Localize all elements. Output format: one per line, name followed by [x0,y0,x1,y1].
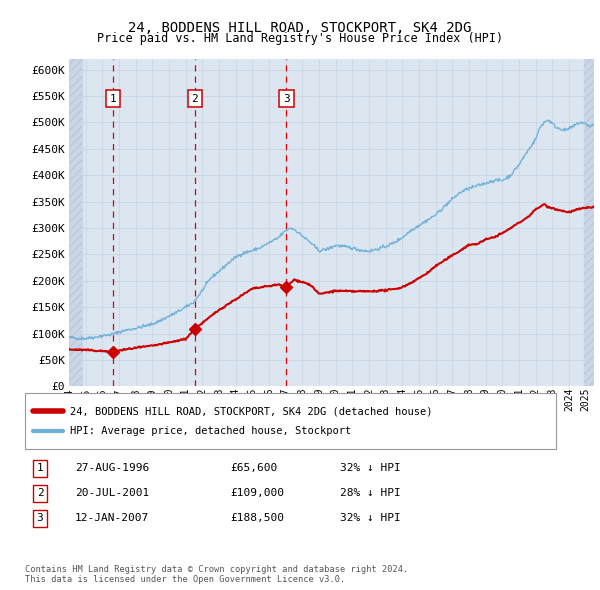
Bar [584,59,594,386]
Text: £109,000: £109,000 [230,489,284,499]
Text: Contains HM Land Registry data © Crown copyright and database right 2024.
This d: Contains HM Land Registry data © Crown c… [25,565,408,584]
Text: Price paid vs. HM Land Registry's House Price Index (HPI): Price paid vs. HM Land Registry's House … [97,32,503,45]
FancyBboxPatch shape [25,393,556,449]
Text: 2: 2 [37,489,43,499]
Text: 24, BODDENS HILL ROAD, STOCKPORT, SK4 2DG (detached house): 24, BODDENS HILL ROAD, STOCKPORT, SK4 2D… [70,407,433,417]
Text: £188,500: £188,500 [230,513,284,523]
Bar [69,59,82,386]
Text: £65,600: £65,600 [230,464,277,473]
Text: 32% ↓ HPI: 32% ↓ HPI [340,513,401,523]
Text: 32% ↓ HPI: 32% ↓ HPI [340,464,401,473]
Bar [584,59,594,386]
Text: HPI: Average price, detached house, Stockport: HPI: Average price, detached house, Stoc… [70,427,351,437]
Text: 1: 1 [37,464,43,473]
Text: 24, BODDENS HILL ROAD, STOCKPORT, SK4 2DG: 24, BODDENS HILL ROAD, STOCKPORT, SK4 2D… [128,21,472,35]
Text: 3: 3 [37,513,43,523]
Text: 12-JAN-2007: 12-JAN-2007 [75,513,149,523]
Text: 3: 3 [283,94,290,104]
Text: 1: 1 [110,94,116,104]
Text: 27-AUG-1996: 27-AUG-1996 [75,464,149,473]
Bar [69,59,82,386]
Text: 28% ↓ HPI: 28% ↓ HPI [340,489,401,499]
Text: 20-JUL-2001: 20-JUL-2001 [75,489,149,499]
Text: 2: 2 [191,94,198,104]
